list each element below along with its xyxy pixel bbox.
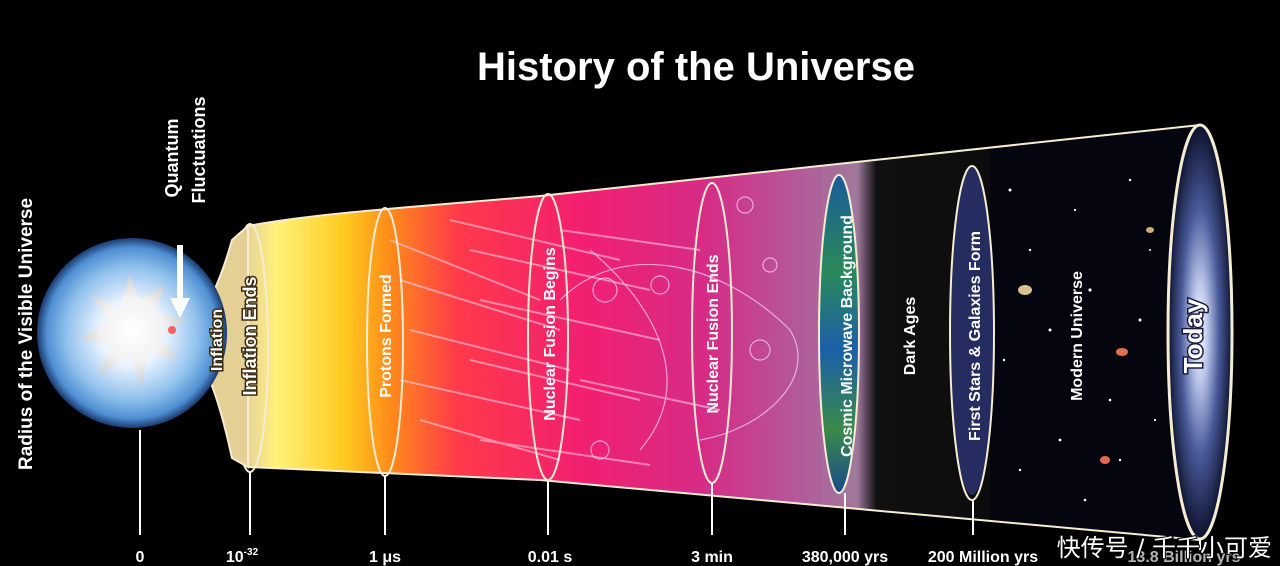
- radius-label: Radius of the Visible Universe: [16, 198, 37, 470]
- stage-modern-universe: Modern Universe: [1069, 271, 1086, 401]
- quantum-label-line2: Fluctuations: [189, 97, 209, 204]
- time-label-3: 0.01 s: [528, 549, 573, 566]
- galaxy-today: [1168, 127, 1232, 537]
- quantum-arrow: [170, 245, 190, 318]
- particle-loops: [559, 196, 799, 460]
- time-ticks: [139, 430, 1201, 550]
- time-label-5: 380,000 yrs: [802, 549, 888, 566]
- big-bang-burst: [80, 275, 185, 385]
- stage-today: Today: [1178, 298, 1208, 373]
- stage-inflation-ends: Inflation Ends: [240, 277, 260, 396]
- quantum-label-line1: Quantum: [162, 119, 182, 198]
- first-stars-band: [950, 165, 994, 495]
- time-label-6: 200 Million yrs: [928, 549, 1038, 566]
- stage-protons-formed: Protons Formed: [378, 274, 395, 398]
- stage-cmb: Cosmic Microwave Background: [839, 215, 856, 457]
- starfield: [990, 125, 1200, 540]
- fluctuation-dot: [168, 326, 176, 334]
- cone-bottom-edge: [247, 466, 1201, 541]
- watermark: 快传号 / 千千小可爱: [1057, 534, 1272, 562]
- stage-dark-ages: Dark Ages: [902, 297, 919, 376]
- stage-fusion-begins: Nuclear Fusion Begins: [542, 247, 559, 420]
- cmb-band: [819, 175, 859, 493]
- time-label-7: 13.8 Billion yrs: [1128, 549, 1241, 566]
- time-label-4: 3 min: [691, 549, 733, 566]
- time-label-0: 0: [136, 549, 145, 566]
- particle-streaks: [389, 219, 721, 466]
- stage-first-stars: First Stars & Galaxies Form: [967, 231, 984, 441]
- time-label-2: 1 μs: [369, 549, 401, 566]
- stage-inflation: Inflation: [209, 309, 226, 371]
- page-title: History of the Universe: [477, 45, 915, 89]
- stage-fusion-ends: Nuclear Fusion Ends: [705, 254, 722, 413]
- time-label-1: 10-32: [226, 547, 259, 566]
- ring-cmb: [818, 174, 860, 494]
- cone-top-edge: [247, 124, 1201, 227]
